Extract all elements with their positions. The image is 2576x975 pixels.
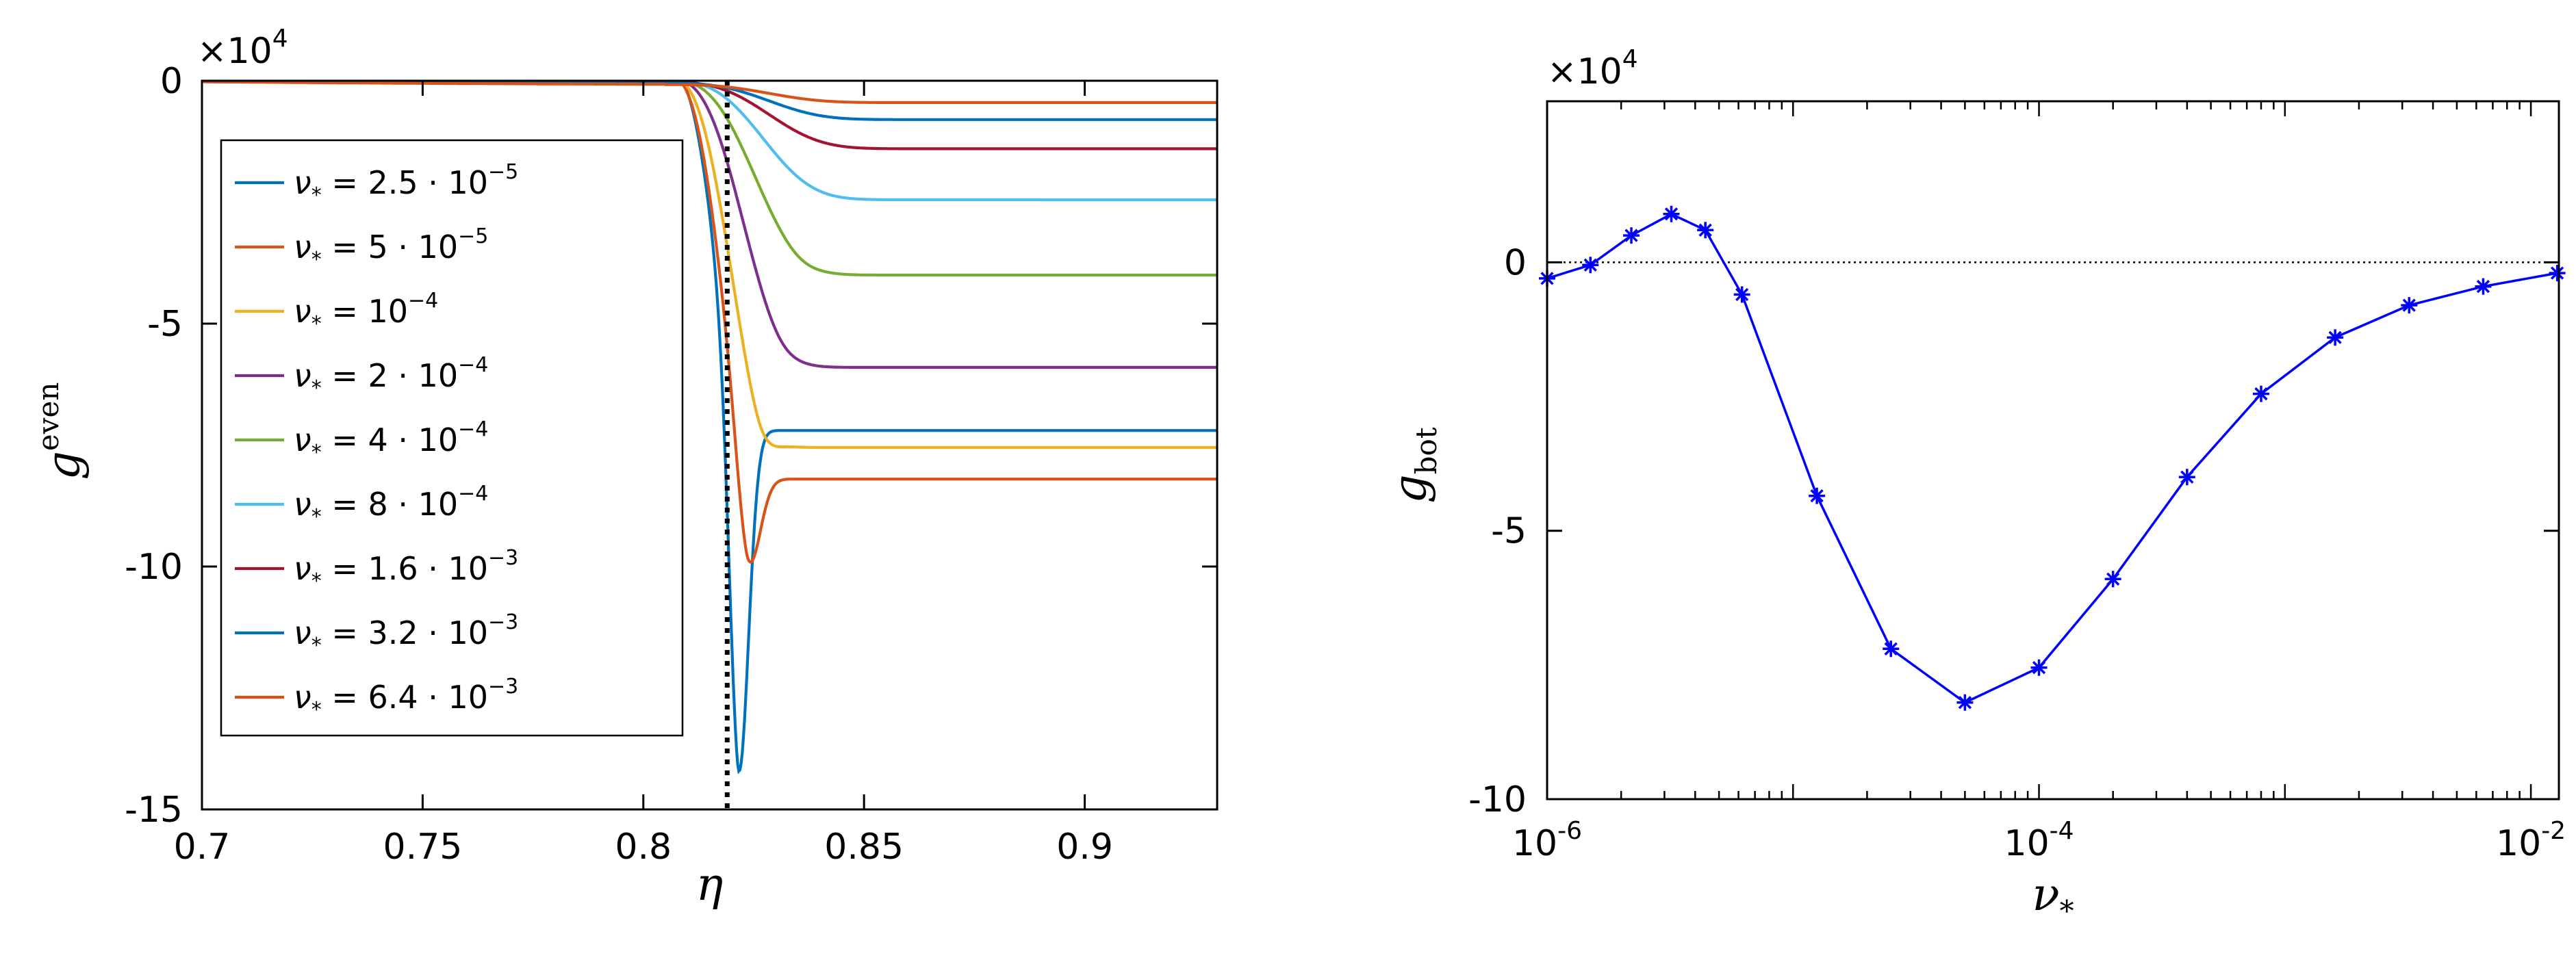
y-axis-label: geven xyxy=(31,382,90,480)
data-point xyxy=(1663,205,1680,222)
y-tick-label: -5 xyxy=(1491,511,1527,552)
series-line-9 xyxy=(202,81,1217,104)
y-tick-label: -15 xyxy=(125,790,183,831)
y-tick-label: -10 xyxy=(125,547,183,588)
legend-entry-4: ν* = 2 · 10−4 xyxy=(294,353,488,400)
x-tick-label: 0.8 xyxy=(615,827,672,868)
x-axis-label: ν* xyxy=(2032,868,2074,928)
legend-entry-2: ν* = 5 · 10−5 xyxy=(294,224,488,272)
right-axes-box xyxy=(1546,100,2560,801)
legend-entry-3: ν* = 10−4 xyxy=(294,289,438,336)
y-tick-label: 0 xyxy=(160,61,183,102)
data-point xyxy=(2327,329,2344,346)
x-tick-label: 0.7 xyxy=(174,827,231,868)
data-point xyxy=(1883,640,1900,658)
y-tick-label: 0 xyxy=(1504,242,1527,283)
data-point xyxy=(2252,385,2269,402)
data-point xyxy=(1623,227,1640,244)
legend-entry-9: ν* = 6.4 · 10−3 xyxy=(294,675,518,722)
series-line-1 xyxy=(202,81,1217,775)
data-point xyxy=(1733,286,1750,303)
legend-box xyxy=(220,139,684,737)
series-line-4 xyxy=(202,81,1217,369)
x-tick-label: 10-4 xyxy=(2004,817,2074,864)
gbot-line xyxy=(1546,212,2558,704)
legend-entry-7: ν* = 1.6 · 10−3 xyxy=(294,546,518,593)
data-point xyxy=(2549,265,2566,282)
data-point xyxy=(1956,694,1974,711)
y-multiplier: ×104 xyxy=(197,25,288,72)
left-chart: 0.7 0.75 0.8 0.85 0.9 0 -5 -10 -15 ×104 geven η ν* =… xyxy=(31,25,1219,911)
x-tick-label: 0.75 xyxy=(383,827,463,868)
data-point xyxy=(2178,469,2195,486)
x-tick-label: 0.85 xyxy=(824,827,904,868)
series-line-2 xyxy=(202,81,1217,564)
legend-entry-6: ν* = 8 · 10−4 xyxy=(294,482,488,529)
data-point xyxy=(1582,257,1599,274)
legend-entry-5: ν* = 4 · 10−4 xyxy=(294,417,488,465)
data-point xyxy=(2030,659,2048,676)
legend-entry-8: ν* = 3.2 · 10−3 xyxy=(294,610,518,658)
x-tick-label: 0.9 xyxy=(1056,827,1113,868)
data-point xyxy=(2104,571,2121,588)
y-tick-label: -10 xyxy=(1468,779,1527,820)
right-chart: 10-6 10-4 10-2 0 -5 -10 ×104 gbot ν* xyxy=(1383,45,2566,928)
legend: ν* = 2.5 · 10−5 ν* = 5 · 10−5 ν* = 10−4 ν* … xyxy=(220,139,684,737)
data-point xyxy=(1809,487,1826,504)
x-axis-label: η xyxy=(696,858,724,911)
legend-entry-1: ν* = 2.5 · 10−5 xyxy=(294,160,518,207)
series-line-5 xyxy=(202,81,1217,277)
x-tick-label: 10-6 xyxy=(1512,817,1582,864)
left-series-group xyxy=(202,81,1217,775)
y-axis-label: gbot xyxy=(1383,427,1443,503)
data-point xyxy=(1697,222,1714,239)
data-point xyxy=(2475,278,2492,295)
series-line-3 xyxy=(202,81,1217,450)
data-point xyxy=(2401,297,2418,314)
x-tick-label: 10-2 xyxy=(2496,817,2566,864)
y-tick-label: -5 xyxy=(147,304,183,345)
y-multiplier: ×104 xyxy=(1547,45,1638,92)
left-axes-box xyxy=(201,79,1219,811)
